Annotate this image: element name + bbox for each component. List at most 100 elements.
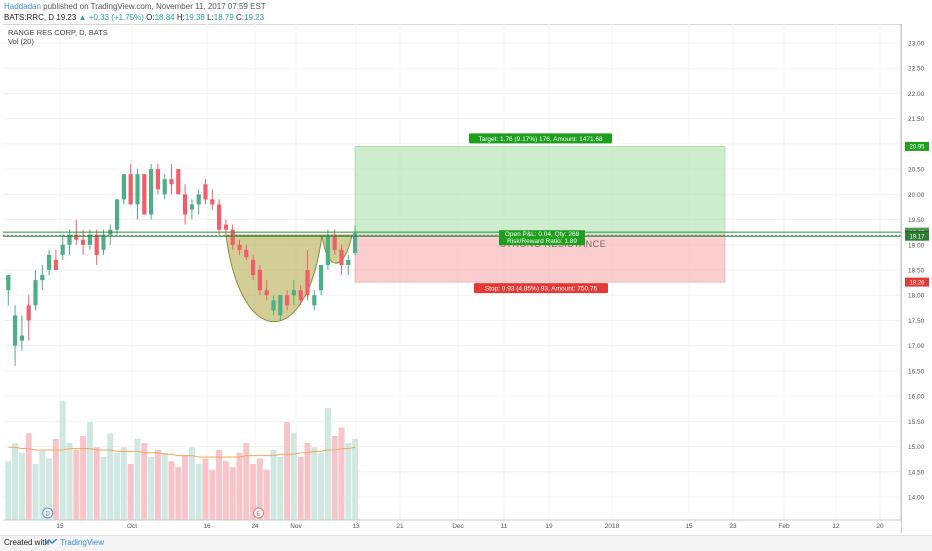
candle-body xyxy=(257,270,262,291)
rr-label: Risk/Reward Ratio: 1.89 xyxy=(507,238,577,245)
stop-label-bg xyxy=(474,283,608,294)
y-tick-label: 18.50 xyxy=(908,268,925,275)
candle-body xyxy=(325,234,330,265)
volume-bar xyxy=(352,438,359,520)
x-tick-label: Feb xyxy=(778,523,790,530)
candle-body xyxy=(285,295,290,306)
candle-body xyxy=(155,169,160,190)
price-tag: 20.95 xyxy=(909,145,925,151)
volume-bar xyxy=(216,450,223,520)
volume-bar xyxy=(175,466,182,520)
volume-bar xyxy=(297,457,304,520)
x-tick-label: 12 xyxy=(832,523,840,530)
candle-body xyxy=(176,169,181,195)
candle-body xyxy=(81,239,86,245)
candle-body xyxy=(94,234,99,255)
y-tick-label: 14.00 xyxy=(908,495,925,502)
candle-body xyxy=(87,234,92,245)
y-tick-label: 15.50 xyxy=(908,419,925,426)
volume-bar xyxy=(134,438,141,520)
high-label: H: xyxy=(176,13,185,22)
x-tick-label: 2018 xyxy=(605,523,620,530)
volume-bar xyxy=(236,452,243,520)
price-tag-bg xyxy=(905,141,929,151)
y-tick-label: 22.00 xyxy=(908,91,925,98)
candle-body xyxy=(319,264,324,291)
candle-body xyxy=(121,174,126,200)
volume-bar xyxy=(148,457,155,520)
volume-bar xyxy=(100,457,107,520)
candle-body xyxy=(203,184,208,200)
symbol-label: BATS:RRC, D xyxy=(4,13,55,22)
high-value: 19.38 xyxy=(184,13,205,22)
candle-body xyxy=(298,290,303,301)
candle-body xyxy=(230,229,235,245)
x-tick-label: 11 xyxy=(501,523,508,530)
last-price: 19.23 xyxy=(56,13,77,22)
target-label: Target: 1.76 (9.17%) 176, Amount: 1471.6… xyxy=(478,136,603,143)
change-arrow-icon: ▲ xyxy=(78,13,87,22)
position-labels-layer: Target: 1.76 (9.17%) 176, Amount: 1471.6… xyxy=(469,133,612,294)
y-tick-label: 17.00 xyxy=(908,343,925,350)
candle-body xyxy=(291,290,296,296)
volume-bar xyxy=(263,469,270,520)
event-marker-label: E xyxy=(256,511,260,517)
candle-body xyxy=(210,199,215,205)
y-tick-label: 17.50 xyxy=(908,318,925,325)
created-with-text: Created with xyxy=(4,538,49,547)
y-tick-label: 19.00 xyxy=(908,242,925,249)
volume-layer xyxy=(5,401,359,520)
x-tick-label: 15 xyxy=(56,523,64,530)
candle-body xyxy=(26,305,31,321)
volume-bar xyxy=(120,447,127,520)
volume-bar xyxy=(93,447,100,520)
candle-body xyxy=(19,335,24,341)
candle-body xyxy=(135,174,140,205)
candle-body xyxy=(115,199,120,230)
volume-ma-layer xyxy=(8,446,356,458)
y-axis: 23.0022.5022.0021.5021.0020.5020.0019.50… xyxy=(900,24,929,520)
x-tick-label: 23 xyxy=(729,523,737,530)
candle-body xyxy=(101,234,106,250)
candle-body xyxy=(189,204,194,210)
volume-bar xyxy=(229,466,236,520)
candle-body xyxy=(223,224,228,230)
x-tick-label: 15 xyxy=(685,523,693,530)
candle-body xyxy=(346,259,351,265)
candle-body xyxy=(217,204,222,230)
candle-body xyxy=(196,194,201,205)
change-value: +0.33 (+1.75%) xyxy=(88,13,144,22)
price-tag-bg xyxy=(905,231,929,241)
event-marker-icon xyxy=(42,507,54,519)
close-label: C: xyxy=(236,13,245,22)
candle-body xyxy=(183,194,188,215)
candle-body xyxy=(33,280,38,306)
x-tick-label: Dec xyxy=(452,523,464,530)
candle-body xyxy=(47,254,52,270)
footer-bar: Created with TradingView xyxy=(0,535,932,551)
tradingview-link[interactable]: TradingView xyxy=(60,538,105,547)
y-tick-label: 23.00 xyxy=(908,41,925,48)
x-axis: 15 Oct 16 24 Nov 13 21 Dec 11 19 2018 15 23 Feb 12 20 xyxy=(3,519,901,530)
volume-bar xyxy=(338,427,345,520)
volume-bar xyxy=(46,458,53,520)
candle-body xyxy=(278,295,283,316)
volume-bar xyxy=(318,452,325,520)
chart-title: RANGE RES CORP, D, BATS xyxy=(8,28,108,37)
author-link[interactable]: Haddadan xyxy=(4,2,41,11)
volume-bar xyxy=(222,461,229,520)
price-chart[interactable]: STRONG RESISTANCE Target: 1.76 (9.17%) 1… xyxy=(0,0,932,535)
horizontal-lines-layer xyxy=(3,231,901,237)
volume-bar xyxy=(114,452,121,520)
candle-body xyxy=(162,179,167,195)
candle-body xyxy=(60,244,65,255)
candle-body xyxy=(53,259,58,270)
volume-bar xyxy=(52,438,59,520)
price-tag: 19.17 xyxy=(909,235,925,241)
volume-bar xyxy=(12,443,19,520)
x-tick-label: 21 xyxy=(396,523,404,530)
candle-body xyxy=(312,295,317,306)
position-layer: STRONG RESISTANCE xyxy=(354,146,726,283)
volume-bar xyxy=(161,452,168,520)
